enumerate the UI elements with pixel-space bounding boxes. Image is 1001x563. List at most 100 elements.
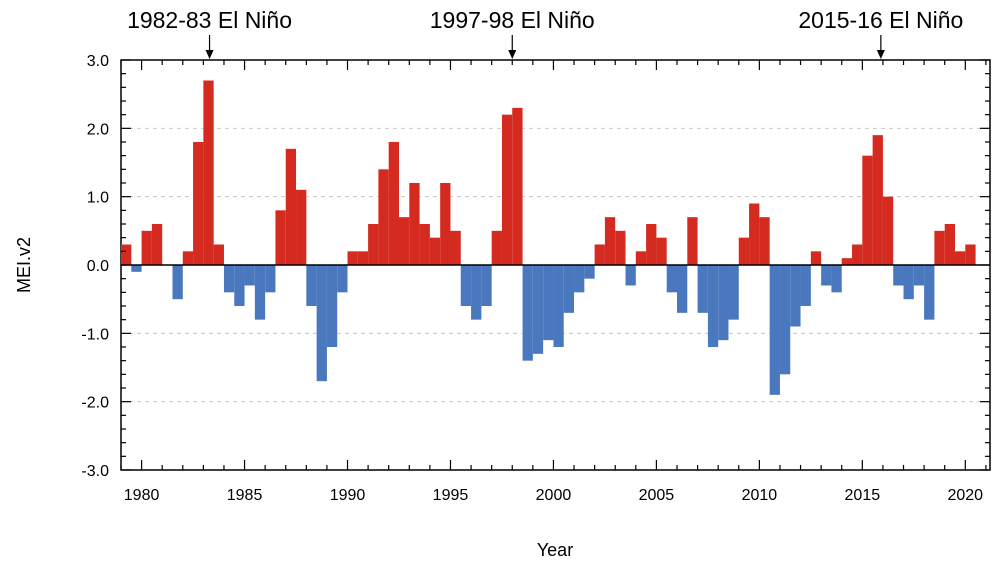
bar	[460, 265, 472, 306]
bar	[450, 230, 461, 265]
bar	[501, 114, 513, 266]
x-tick-label: 1995	[433, 487, 469, 504]
bar	[821, 265, 832, 286]
y-tick-label: 1.0	[87, 190, 109, 207]
y-tick-label: 2.0	[87, 121, 109, 138]
bar	[852, 244, 863, 265]
bar	[213, 244, 224, 265]
bar	[409, 183, 420, 265]
bar	[306, 265, 317, 306]
bar	[543, 265, 554, 341]
annotation-arrow-head	[876, 50, 885, 59]
bar	[316, 265, 327, 382]
bar	[728, 265, 739, 320]
bar	[800, 265, 811, 306]
bar	[532, 265, 544, 354]
annotation-label: 1982-83 El Niño	[127, 7, 292, 33]
bar	[841, 258, 853, 265]
bar	[759, 217, 770, 265]
bar	[131, 265, 142, 272]
x-tick-label: 1985	[227, 487, 263, 504]
annotation-arrow-head	[205, 50, 214, 59]
bar	[718, 265, 729, 341]
x-axis-label: Year	[537, 540, 573, 560]
bar	[429, 237, 441, 265]
bar	[347, 251, 358, 265]
bar	[635, 251, 647, 265]
bar	[337, 265, 348, 293]
bar	[254, 265, 266, 320]
bar	[563, 265, 575, 313]
bar	[244, 265, 255, 286]
bar	[481, 265, 492, 306]
bar	[810, 251, 822, 265]
annotation-arrow-head	[508, 50, 517, 59]
bar	[265, 265, 276, 293]
bar	[357, 251, 369, 265]
bar	[831, 265, 842, 293]
bar	[182, 251, 194, 265]
bar	[666, 265, 677, 293]
bar	[234, 265, 245, 306]
bar	[296, 189, 307, 265]
bar	[882, 196, 894, 265]
bar	[676, 265, 688, 313]
bar	[398, 217, 410, 265]
bar	[707, 265, 719, 347]
bar	[604, 217, 616, 265]
bar	[779, 265, 791, 375]
bar	[574, 265, 585, 293]
bar	[697, 265, 708, 313]
bar	[862, 155, 873, 265]
annotations: 1982-83 El Niño 1997-98 El Niño 2015-16 El…	[127, 7, 963, 59]
bar	[872, 135, 883, 265]
x-tick-label: 2020	[947, 487, 983, 504]
bar	[378, 169, 389, 265]
x-tick-label: 2015	[845, 487, 881, 504]
y-tick-label: -1.0	[81, 326, 109, 343]
bar	[285, 148, 297, 265]
y-axis: -3.0 -2.0 -1.0 0.0 1.0 2.0 3.0	[81, 53, 990, 480]
bar	[646, 224, 657, 265]
bar	[326, 265, 338, 347]
bars	[121, 80, 976, 395]
x-axis: 1980 1985 1990 1995 2000 2005 2010 2015 2020	[120, 60, 987, 504]
bar	[965, 244, 976, 265]
x-tick-label: 2010	[742, 487, 778, 504]
bar	[512, 107, 523, 265]
bar	[924, 265, 935, 320]
bar	[584, 265, 595, 279]
bar	[121, 244, 132, 265]
x-tick-label: 2005	[639, 487, 675, 504]
bar	[954, 251, 966, 265]
bar	[491, 230, 502, 265]
bar	[790, 265, 801, 327]
y-tick-label: -2.0	[81, 395, 109, 412]
bar	[223, 265, 235, 293]
bar	[368, 224, 379, 265]
bar	[471, 265, 482, 320]
bar	[203, 80, 214, 265]
y-tick-label: 3.0	[87, 53, 109, 70]
bar	[594, 244, 605, 265]
x-tick-label: 1980	[124, 487, 160, 504]
bar	[656, 237, 667, 265]
bar	[687, 217, 698, 265]
annotation-label: 2015-16 El Niño	[798, 7, 963, 33]
bar	[388, 142, 399, 265]
bar	[615, 230, 626, 265]
bar	[893, 265, 904, 286]
bar	[440, 183, 451, 265]
x-tick-label: 2000	[536, 487, 572, 504]
bar	[419, 224, 430, 265]
bar	[625, 265, 636, 286]
bar	[738, 237, 750, 265]
bar	[553, 265, 564, 347]
x-tick-label: 1990	[330, 487, 366, 504]
bar	[141, 230, 152, 265]
y-tick-label: 0.0	[87, 258, 109, 275]
y-axis-label: MEI.v2	[14, 237, 34, 293]
bar	[944, 224, 955, 265]
bar	[275, 210, 286, 265]
